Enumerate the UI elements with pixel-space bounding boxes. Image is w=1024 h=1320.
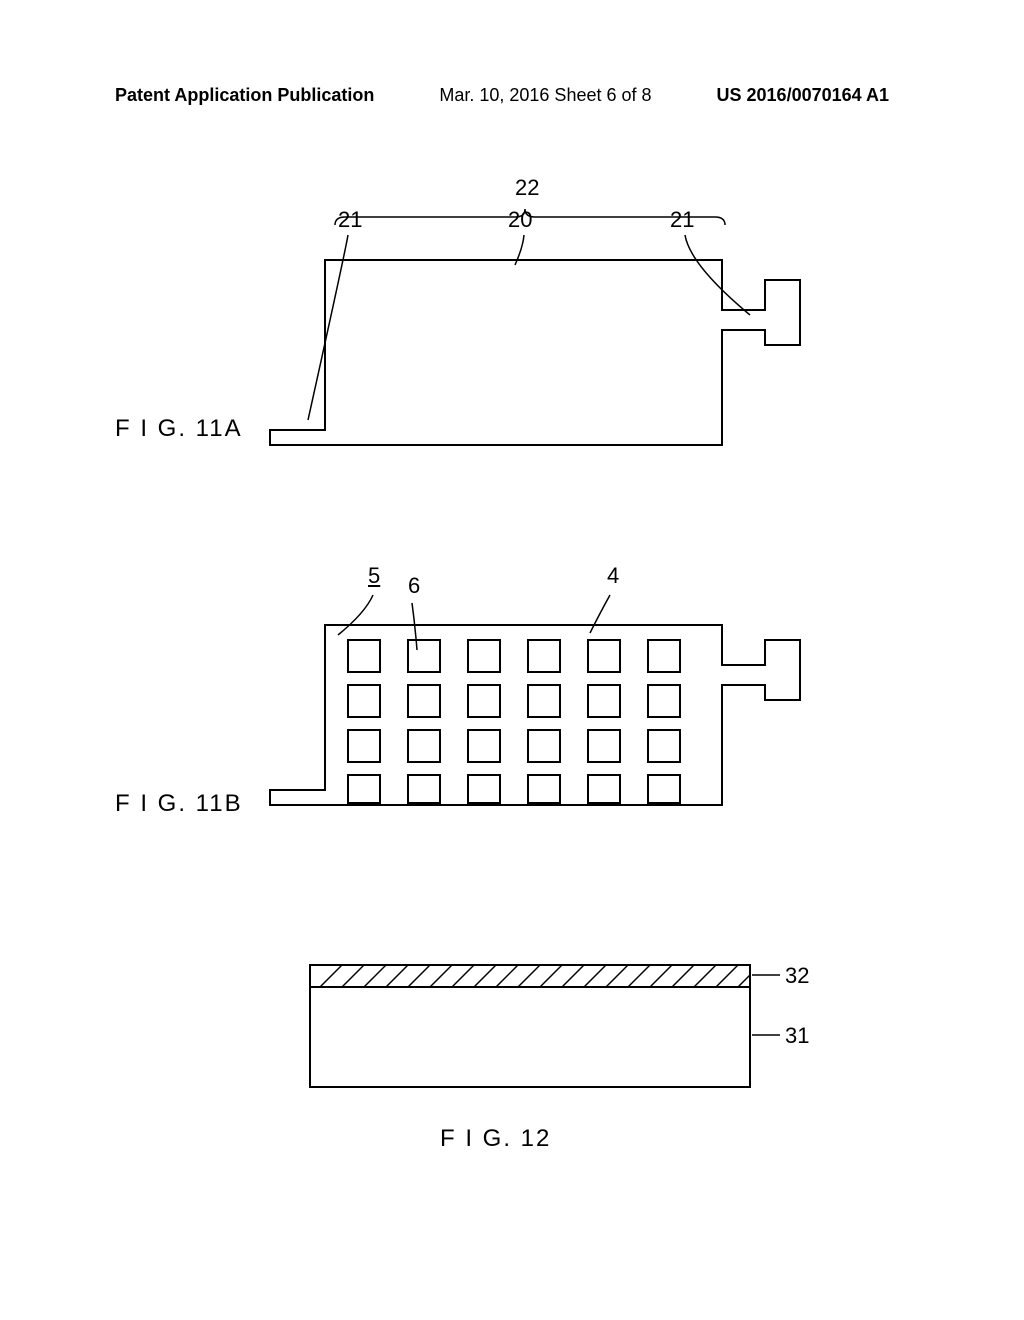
ref-31: 31 bbox=[785, 1023, 809, 1049]
fig11b-body bbox=[270, 625, 800, 805]
ref-20: 20 bbox=[508, 207, 532, 233]
ref-21-right: 21 bbox=[670, 207, 694, 233]
fig11a-label: F I G. 11A bbox=[115, 415, 243, 443]
header-publication: Patent Application Publication bbox=[115, 85, 374, 106]
page-header: Patent Application Publication Mar. 10, … bbox=[0, 85, 1024, 106]
lead-5 bbox=[338, 595, 373, 635]
lead-21a bbox=[308, 235, 348, 420]
fig12-label: F I G. 12 bbox=[440, 1125, 551, 1153]
hatch-lines bbox=[320, 965, 750, 987]
ref-32: 32 bbox=[785, 963, 809, 989]
ref-4: 4 bbox=[607, 563, 619, 589]
fig12-svg bbox=[280, 945, 840, 1125]
fig11b-grid bbox=[348, 640, 680, 803]
ref-5: 5 bbox=[368, 563, 380, 589]
figure-12: 32 31 bbox=[280, 945, 840, 1125]
layer-31 bbox=[310, 987, 750, 1087]
lead-4 bbox=[590, 595, 610, 633]
fig11b-label: F I G. 11B bbox=[115, 790, 243, 818]
header-patent-number: US 2016/0070164 A1 bbox=[717, 85, 889, 106]
lead-21b bbox=[685, 235, 750, 315]
lead-6 bbox=[412, 603, 417, 650]
ref-6: 6 bbox=[408, 573, 420, 599]
header-date-sheet: Mar. 10, 2016 Sheet 6 of 8 bbox=[439, 85, 651, 106]
ref-21-left: 21 bbox=[338, 207, 362, 233]
ref-22: 22 bbox=[515, 175, 539, 201]
